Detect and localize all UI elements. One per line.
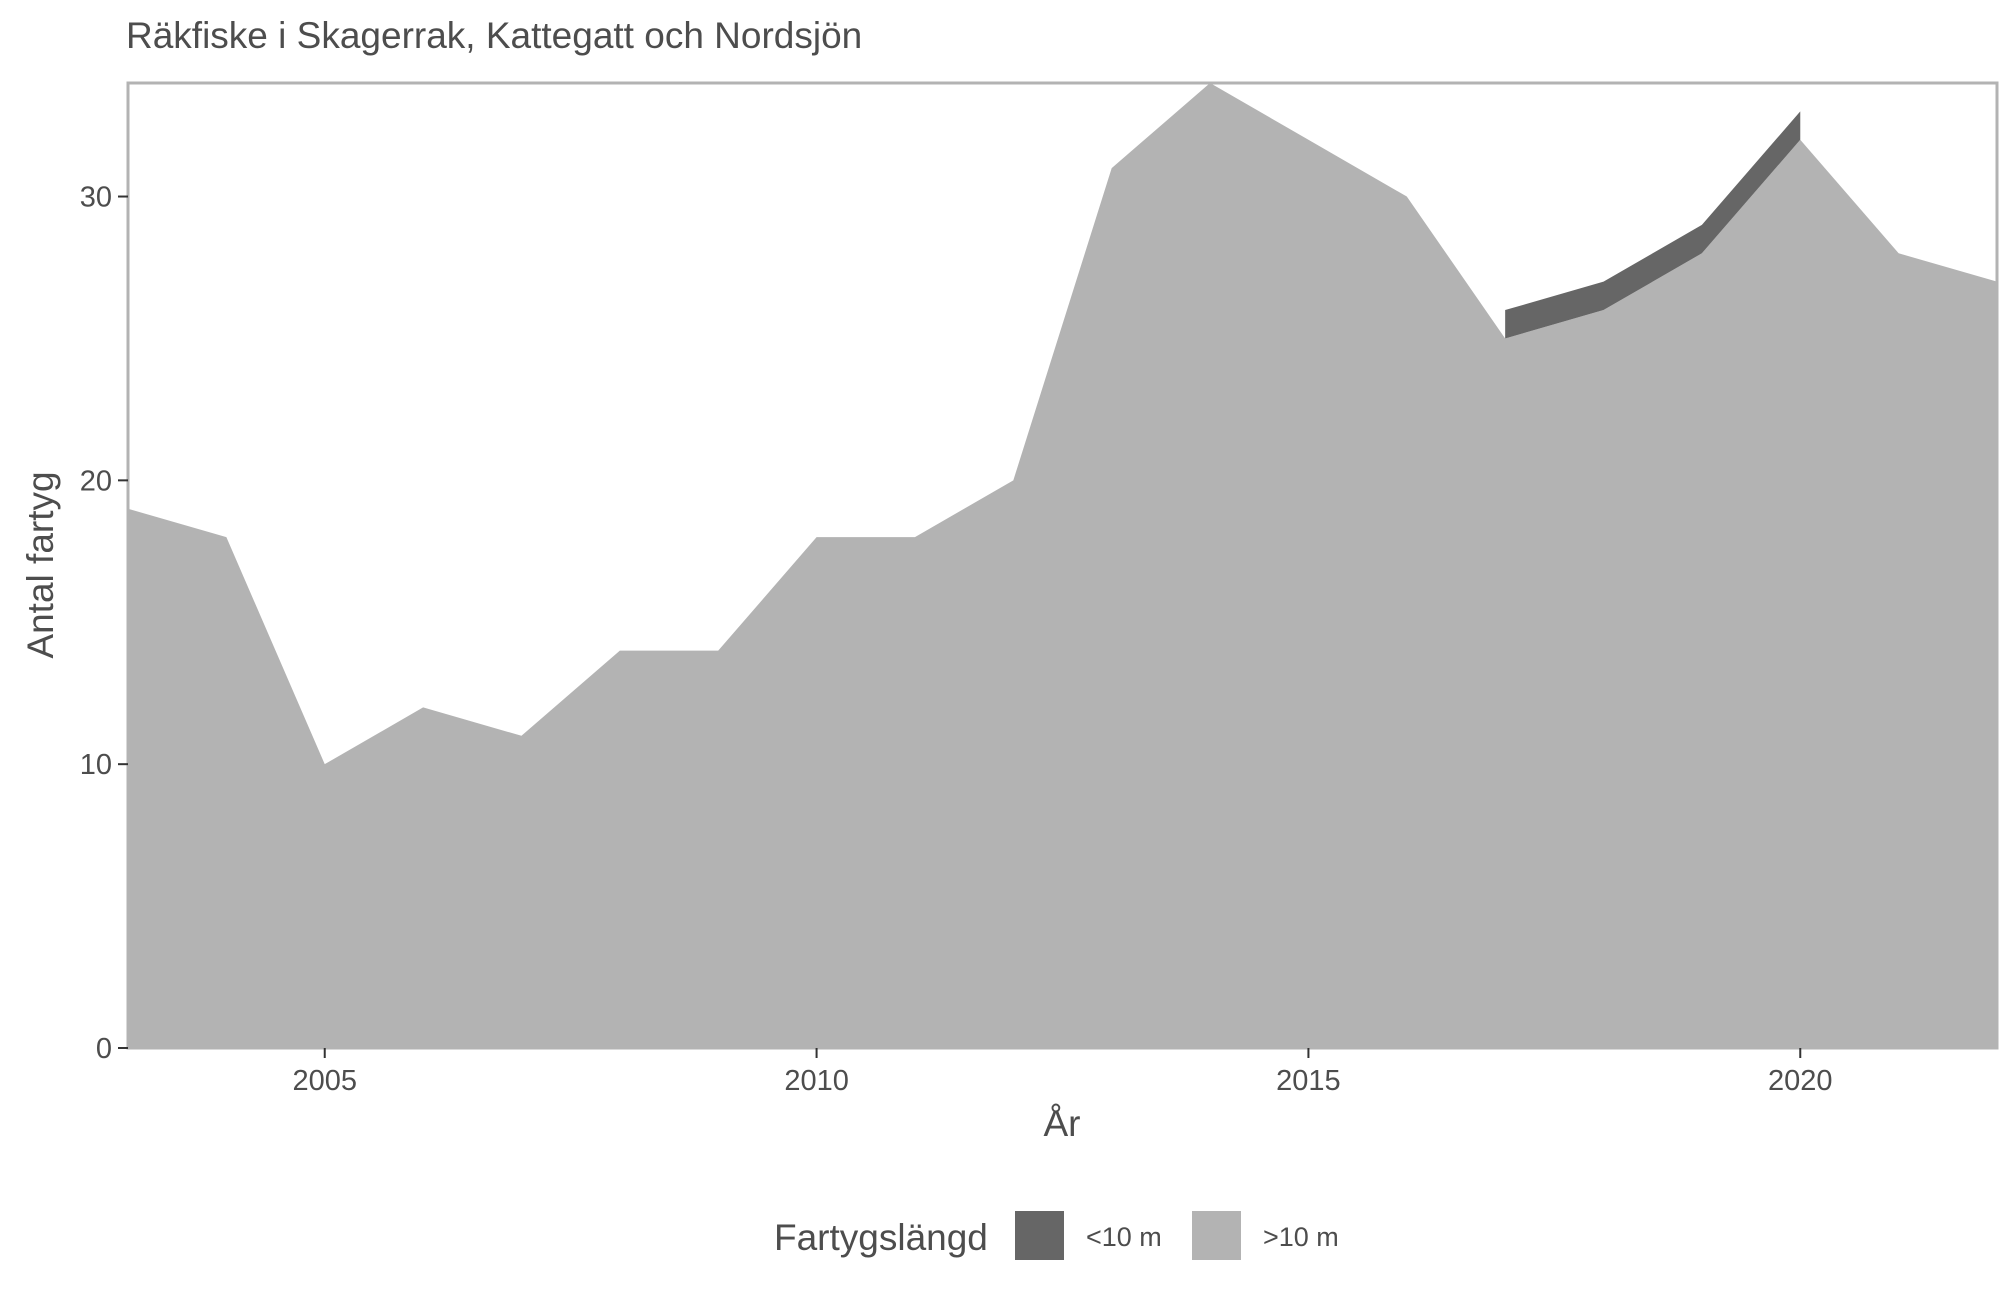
y-tick-label: 10 <box>80 749 112 781</box>
legend-title: Fartygslängd <box>774 1217 988 1258</box>
chart-title: Räkfiske i Skagerrak, Kattegatt och Nord… <box>126 15 862 56</box>
legend-swatch-small <box>1015 1211 1064 1260</box>
y-tick-label: 20 <box>80 465 112 497</box>
legend-label-large: >10 m <box>1263 1222 1339 1252</box>
y-tick-label: 0 <box>96 1033 112 1065</box>
y-tick-label: 30 <box>80 182 112 214</box>
y-axis: 0 10 20 30 <box>80 182 128 1065</box>
area-layer <box>128 83 1997 1048</box>
area-series-under-10m <box>1505 111 1801 339</box>
x-tick-label: 2015 <box>1276 1065 1341 1097</box>
x-tick-label: 2005 <box>292 1065 357 1097</box>
legend-label-small: <10 m <box>1086 1222 1162 1252</box>
y-axis-title: Antal fartyg <box>20 471 61 658</box>
legend-swatch-large <box>1192 1211 1241 1260</box>
legend: Fartygslängd <10 m >10 m <box>774 1211 1339 1260</box>
x-tick-label: 2010 <box>784 1065 849 1097</box>
x-axis-title: År <box>1044 1103 1081 1144</box>
x-tick-label: 2020 <box>1768 1065 1833 1097</box>
x-axis: 2005 2010 2015 2020 <box>292 1048 1833 1097</box>
area-series-over-10m <box>128 83 1997 1048</box>
panel-border <box>126 81 1999 1050</box>
